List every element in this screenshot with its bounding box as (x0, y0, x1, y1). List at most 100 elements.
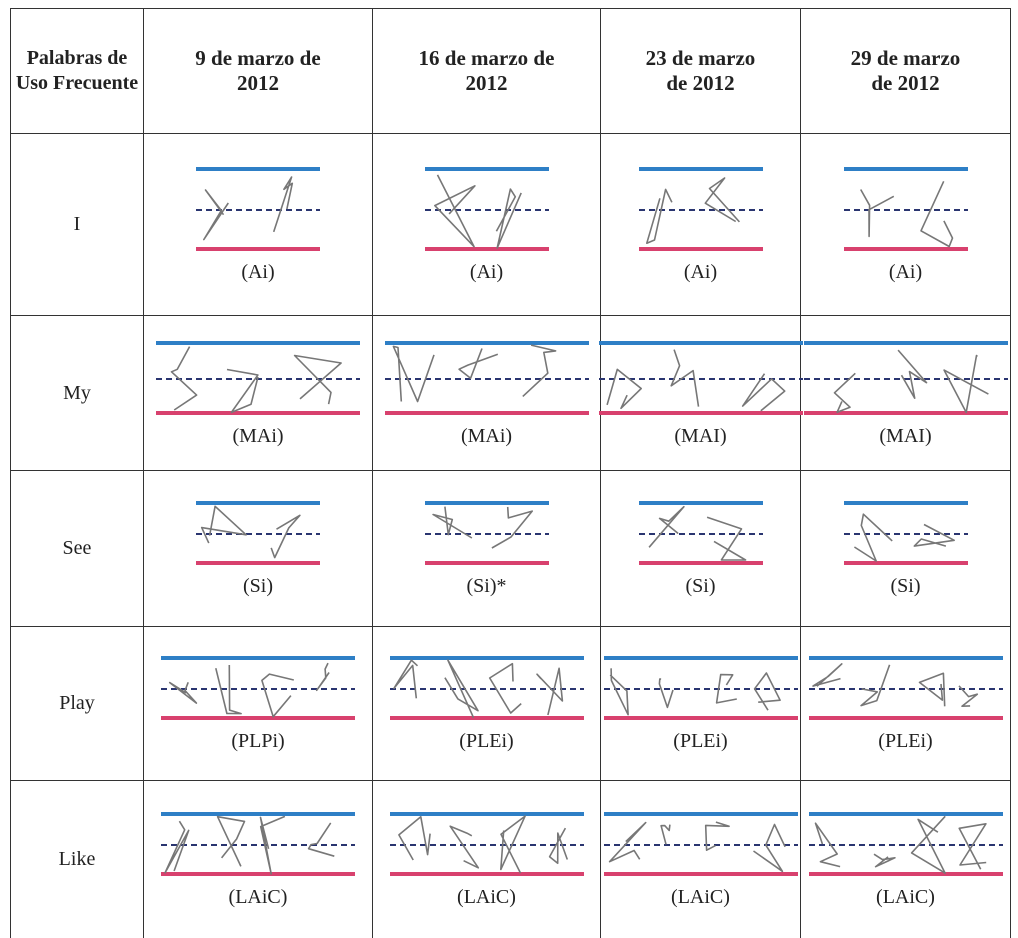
sample-cell: (Ai) (601, 134, 801, 316)
pencil-stroke (944, 355, 988, 412)
sample-cell: (Si) (801, 471, 1011, 627)
pencil-stroke (753, 824, 785, 871)
handwriting (801, 654, 1011, 724)
caption: (MAi) (232, 425, 283, 448)
handwriting (148, 339, 368, 419)
column-header: 16 de marzo de 2012 (373, 9, 601, 134)
pencil-stroke (860, 190, 893, 237)
sample: (Si)* (373, 499, 600, 598)
sample-cell: (Si)* (373, 471, 601, 627)
sample: (LAiC) (601, 810, 800, 909)
handwriting (153, 810, 363, 880)
sample: (Ai) (801, 165, 1010, 284)
pencil-stroke (204, 190, 229, 240)
word-cell: Play (11, 627, 144, 781)
handwriting (417, 165, 557, 255)
pencil-stroke (661, 824, 670, 844)
caption: (MAi) (461, 425, 512, 448)
pencil-stroke (398, 817, 429, 860)
sample: (LAiC) (373, 810, 600, 909)
sample-cell: (PLEi) (373, 627, 601, 781)
pencil-stroke (921, 181, 953, 246)
handwriting (382, 810, 592, 880)
pencil-stroke (271, 515, 300, 557)
caption: (Si)* (467, 575, 507, 598)
pencil-stroke (262, 674, 294, 717)
pencil-stroke (459, 348, 498, 378)
sample: (LAiC) (144, 810, 372, 909)
pencil-stroke (649, 507, 684, 548)
handwriting (596, 810, 806, 880)
pencil-stroke (959, 824, 986, 870)
caption: (PLEi) (673, 730, 727, 753)
sample: (Si) (801, 499, 1010, 598)
sample-cell: (PLEi) (601, 627, 801, 781)
sample-cell: (PLEi) (801, 627, 1011, 781)
caption: (LAiC) (229, 886, 288, 909)
pencil-stroke (309, 823, 335, 856)
sample-cell: (Si) (601, 471, 801, 627)
sample-cell: (Si) (144, 471, 373, 627)
pencil-stroke (165, 821, 189, 873)
pencil-stroke (898, 350, 926, 398)
sample-cell: (Ai) (801, 134, 1011, 316)
pencil-stroke (707, 517, 746, 560)
handwriting (631, 165, 771, 255)
pencil-stroke (491, 507, 531, 548)
pencil-stroke (216, 665, 241, 714)
pencil-stroke (496, 189, 521, 248)
caption: (PLEi) (459, 730, 513, 753)
sample-cell: (LAiC) (144, 781, 373, 938)
word-cell: I (11, 134, 144, 316)
handwriting (836, 165, 976, 255)
handwriting (596, 654, 806, 724)
sample-cell: (PLPi) (144, 627, 373, 781)
sample: (Si) (144, 499, 372, 598)
pencil-stroke (172, 346, 197, 409)
sample: (MAi) (144, 339, 372, 448)
pencil-stroke (659, 679, 673, 707)
pencil-stroke (170, 682, 197, 703)
handwriting (377, 339, 597, 419)
handwriting (188, 499, 328, 569)
sample: (PLEi) (373, 654, 600, 753)
caption: (Ai) (470, 261, 503, 284)
word-cell: My (11, 316, 144, 471)
sample: (PLPi) (144, 654, 372, 753)
handwriting (631, 499, 771, 569)
pencil-stroke (537, 668, 562, 715)
handwriting (591, 339, 811, 419)
sample: (MAI) (601, 339, 800, 448)
pencil-stroke (394, 660, 418, 698)
sample: (PLEi) (601, 654, 800, 753)
pencil-stroke (522, 345, 555, 396)
table-row: Like(LAiC)(LAiC)(LAiC)(LAiC) (11, 781, 1011, 938)
caption: (MAI) (879, 425, 931, 448)
sample: (MAi) (373, 339, 600, 448)
caption: (Ai) (889, 261, 922, 284)
handwriting (153, 654, 363, 724)
handwriting (796, 339, 1016, 419)
handwriting (801, 810, 1011, 880)
pencil-stroke (705, 178, 739, 222)
sample-cell: (LAiC) (801, 781, 1011, 938)
caption: (LAiC) (876, 886, 935, 909)
pencil-stroke (754, 673, 780, 710)
table-body: I(Ai)(Ai)(Ai)(Ai)My(MAi)(MAi)(MAI)(MAI)S… (11, 134, 1011, 938)
pencil-stroke (393, 346, 434, 401)
caption: (Ai) (684, 261, 717, 284)
sample: (LAiC) (801, 810, 1010, 909)
sample: (PLEi) (801, 654, 1010, 753)
handwriting (836, 499, 976, 569)
sample-cell: (MAI) (601, 316, 801, 471)
pencil-stroke (874, 854, 895, 867)
table-row: See(Si)(Si)*(Si)(Si) (11, 471, 1011, 627)
pencil-stroke (274, 177, 293, 232)
pencil-stroke (202, 506, 246, 543)
word-cell: Like (11, 781, 144, 938)
handwriting (417, 499, 557, 569)
pencil-stroke (914, 525, 954, 547)
caption: (PLEi) (878, 730, 932, 753)
pencil-stroke (854, 514, 892, 561)
